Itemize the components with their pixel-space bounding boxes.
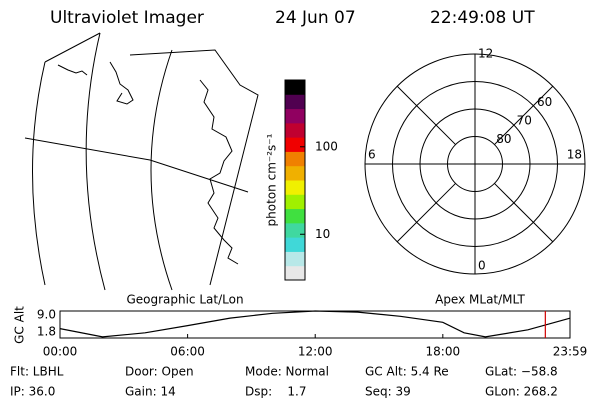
status-field: GLat: −58.8 [485,365,558,379]
status-field: GLon: 268.2 [485,385,558,399]
panel-title: Apex MLat/MLT [435,293,525,307]
meridian [150,49,173,291]
time: 22:49:08 UT [430,8,535,28]
colorbar-frame [284,79,306,281]
meridian [32,61,46,286]
status-field: Flt: LBHL [10,365,64,379]
panel-title: Geographic Lat/Lon [126,293,243,307]
status-field: Dsp: 1.7 [245,385,307,399]
x-tick-label: 12:00 [298,345,333,359]
colorbar-tick-label: 100 [315,139,338,153]
x-tick-label: 00:00 [43,345,78,359]
parallel [24,137,249,193]
status-field: Door: Open [125,365,194,379]
lat-label: 60 [537,95,552,109]
status-field: GC Alt: 5.4 Re [365,365,449,379]
meridian [85,32,106,291]
y-tick-label: 1.8 [37,325,56,339]
mlt-line [494,183,554,243]
colorbar-swatch [285,265,305,281]
colorbar-swatch [285,137,305,152]
status-field: Mode: Normal [245,365,329,379]
lat-label: 80 [496,132,511,146]
date: 24 Jun 07 [275,8,356,28]
map [24,32,259,291]
altitude-line [59,310,571,338]
mlt-label: 12 [478,47,493,61]
map-border [44,32,259,286]
altitude-plot: 00:00 06:00 12:00 18:00 23:59 1.8 9.0 [37,308,587,359]
mlt-line [396,85,456,145]
lat-label: 70 [517,114,532,128]
colorbar-swatch [285,251,305,267]
colorbar-swatch [285,122,305,138]
coastline [57,61,239,265]
colorbar-swatch [285,151,305,167]
colorbar-swatch [285,180,305,195]
colorbar-swatch [285,165,305,181]
mlt-label: 18 [567,148,582,162]
colorbar-swatch [285,108,305,124]
status-field: Seq: 39 [365,385,411,399]
colorbar-swatch [285,222,305,238]
x-tick-label: 23:59 [553,345,588,359]
mlt-line [396,183,456,243]
x-tick-label: 18:00 [426,345,461,359]
colorbar-swatch [285,194,305,210]
mlt-label: 0 [478,259,486,273]
title: Ultraviolet Imager [50,8,204,28]
colorbar-tick-label: 10 [315,227,330,241]
mlt-label: 6 [368,148,376,162]
colorbar-swatch [285,80,305,95]
status-field: Gain: 14 [125,385,176,399]
status-field: IP: 36.0 [10,385,55,399]
colorbar-swatch [285,208,305,224]
colorbar-swatch [285,94,305,110]
colorbar-label: photon cm⁻²s⁻¹ [265,133,279,226]
status-footer: Flt: LBHL Door: Open Mode: Normal GC Alt: 5… [10,365,558,399]
x-tick-label: 06:00 [170,345,205,359]
colorbar: 10 100 [284,79,338,281]
mlt-line [494,85,554,145]
colorbar-swatch [285,237,305,252]
y-axis-label: GC Alt [13,306,27,344]
y-tick-label: 9.0 [37,308,56,322]
